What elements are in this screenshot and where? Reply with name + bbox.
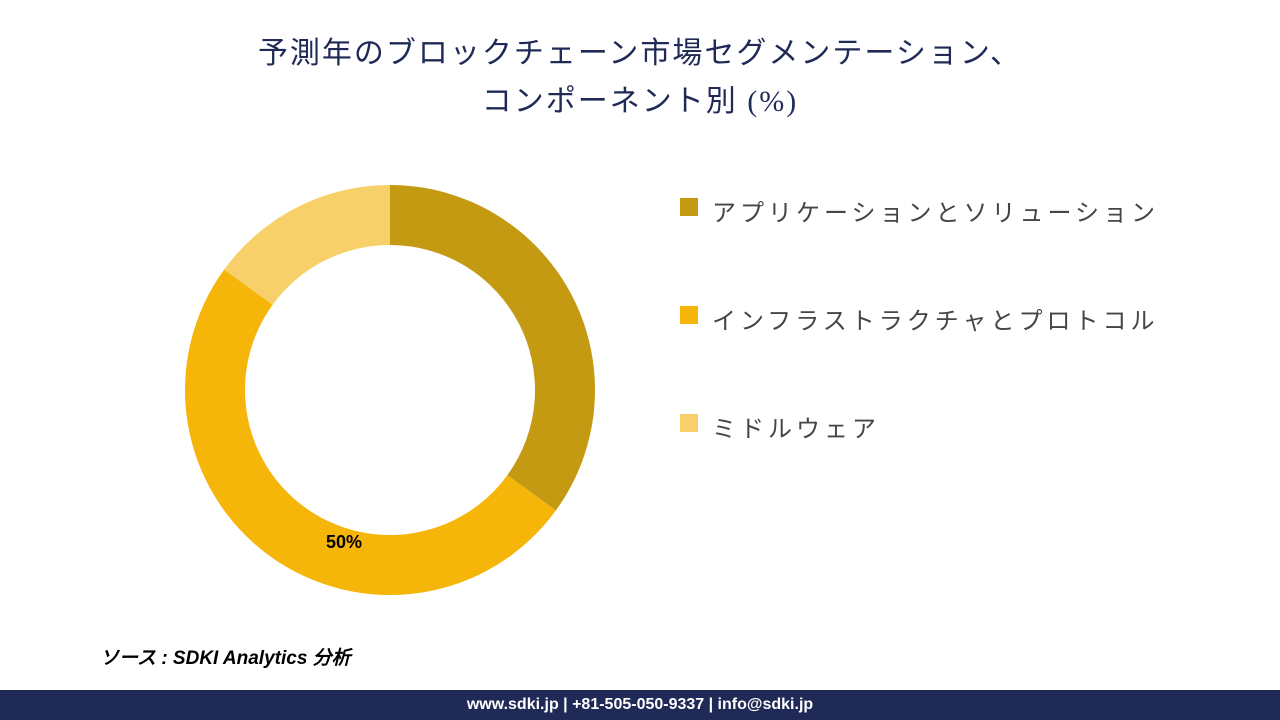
legend-item: アプリケーションとソリューション [680, 190, 1220, 238]
legend-label: アプリケーションとソリューション [712, 190, 1159, 238]
donut-slice [185, 270, 556, 595]
donut-data-label: 50% [326, 532, 362, 553]
title-line1: 予測年のブロックチェーン市場セグメンテーション、 [258, 37, 1022, 70]
footer-text: www.sdki.jp | +81-505-050-9337 | info@sd… [467, 696, 813, 714]
legend-swatch [680, 198, 698, 216]
donut-slice [390, 185, 595, 510]
legend-swatch [680, 306, 698, 324]
donut-chart: 50% [170, 170, 650, 620]
source-text: ソース : SDKI Analytics 分析 [100, 643, 351, 670]
legend-label: ミドルウェア [712, 406, 880, 454]
legend-item: インフラストラクチャとプロトコル [680, 298, 1220, 346]
legend-swatch [680, 414, 698, 432]
legend-label: インフラストラクチャとプロトコル [712, 298, 1159, 346]
chart-title: 予測年のブロックチェーン市場セグメンテーション、 コンポーネント別 (%) [0, 30, 1280, 126]
title-line2: コンポーネント別 (%) [482, 85, 798, 118]
footer-bar: www.sdki.jp | +81-505-050-9337 | info@sd… [0, 690, 1280, 720]
page-root: 予測年のブロックチェーン市場セグメンテーション、 コンポーネント別 (%) 50… [0, 0, 1280, 720]
legend: アプリケーションとソリューションインフラストラクチャとプロトコルミドルウェア [680, 190, 1220, 514]
donut-slice [224, 185, 390, 305]
donut-svg [170, 170, 610, 610]
donut-wrap: 50% [170, 170, 610, 610]
legend-item: ミドルウェア [680, 406, 1220, 454]
